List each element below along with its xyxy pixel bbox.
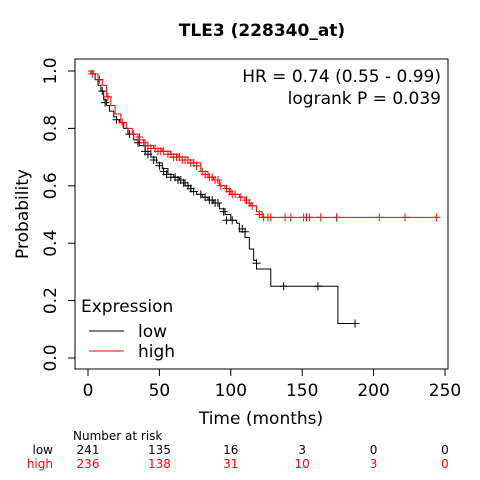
censor-mark-high [213,176,222,185]
y-tick-label: 0.4 [41,230,61,257]
censor-mark-high [236,193,245,202]
censor-mark-low [213,199,222,208]
x-axis: 0 50 100 150 200 250 [83,368,461,401]
risk-count-high: 138 [148,457,171,471]
censor-mark-high [231,190,240,199]
censor-mark-high [248,201,257,210]
censor-mark-high [159,147,168,156]
censor-mark-high [192,161,201,170]
censor-mark-low [196,190,205,199]
x-tick-label: 200 [357,381,389,401]
censor-mark-low [219,207,228,216]
censor-mark-low [351,319,360,328]
censor-mark-low [112,115,121,124]
y-tick-label: 0.0 [41,344,61,371]
series-layer [88,69,441,328]
legend-label-low: low [138,322,167,342]
risk-count-low: 0 [370,443,378,457]
logrank-annotation: logrank P = 0.039 [288,89,441,109]
censor-mark-low [241,227,250,236]
y-axis: 0.0 0.2 0.4 0.6 0.8 1.0 [41,57,76,372]
legend-label-high: high [138,342,175,362]
censor-mark-low [252,259,261,268]
censor-mark-high [432,213,441,222]
risk-count-high: 10 [295,457,310,471]
censor-mark-high [88,69,97,78]
risk-row-label-low: low [33,443,54,457]
x-tick-label: 0 [83,381,94,401]
series-high [88,69,441,222]
legend-title: Expression [81,297,173,317]
risk-count-low: 16 [223,443,238,457]
risk-table-header: Number at risk [73,429,162,443]
legend: Expression low high [81,297,175,362]
censor-mark-low [143,150,152,159]
risk-count-high: 236 [77,457,100,471]
censor-mark-high [95,75,104,84]
risk-row-label-high: high [27,457,53,471]
censor-mark-high [305,213,314,222]
censor-mark-low [101,98,110,107]
censor-mark-low [313,282,322,291]
x-axis-label: Time (months) [198,409,323,429]
censor-mark-high [375,213,384,222]
y-tick-label: 0.2 [41,287,61,314]
risk-count-low: 0 [441,443,449,457]
x-tick-label: 100 [215,381,247,401]
risk-count-high: 31 [223,457,238,471]
risk-count-low: 3 [298,443,306,457]
censor-mark-low [279,282,288,291]
y-tick-label: 0.6 [41,172,61,199]
censor-mark-low [228,216,237,225]
risk-count-high: 0 [441,457,449,471]
censor-mark-high [129,130,138,139]
risk-count-high: 3 [370,457,378,471]
chart-title: TLE3 (228340_at) [179,21,345,41]
censor-mark-high [316,213,325,222]
y-axis-label: Probability [13,169,33,259]
censor-mark-high [201,170,210,179]
censor-mark-low [149,155,158,164]
censor-mark-high [401,213,410,222]
censor-mark-high [255,210,264,219]
y-tick-label: 1.0 [41,57,61,84]
censor-mark-low [162,170,171,179]
censor-mark-low [201,193,210,202]
x-tick-label: 150 [286,381,318,401]
censor-mark-low [189,187,198,196]
censor-mark-high [216,181,225,190]
censor-mark-high [266,213,275,222]
censor-mark-low [155,161,164,170]
series-low [88,70,360,328]
risk-count-low: 135 [148,443,171,457]
risk-count-low: 241 [77,443,100,457]
censor-mark-high [103,92,112,101]
x-tick-label: 250 [429,381,461,401]
censor-mark-high [139,138,148,147]
censor-mark-low [179,178,188,187]
hr-annotation: HR = 0.74 (0.55 - 0.99) [242,67,441,87]
y-tick-label: 0.8 [41,115,61,142]
x-tick-label: 50 [149,381,171,401]
censor-mark-high [286,213,295,222]
censor-mark-high [332,213,341,222]
censor-mark-high [118,118,127,127]
censor-mark-high [135,133,144,142]
censor-mark-low [98,87,107,96]
